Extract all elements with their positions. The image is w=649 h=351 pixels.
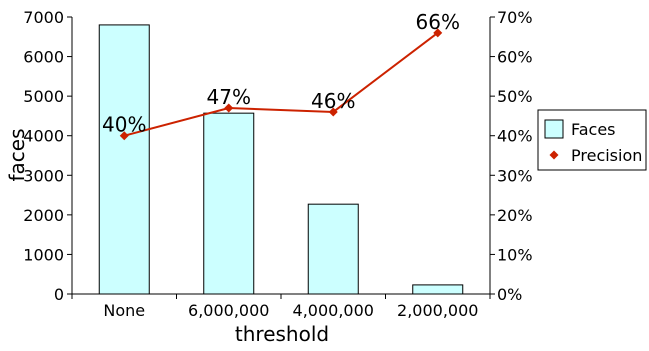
y2-tick-label-0: 0%	[497, 285, 522, 304]
y-tick-label-3: 3000	[23, 166, 64, 185]
x-axis-title: threshold	[235, 322, 329, 346]
y2-tick-label-6: 60%	[497, 48, 533, 67]
legend-swatch-faces	[544, 119, 564, 139]
precision-label-2: 47%	[207, 85, 251, 109]
y-tick-label-2: 2000	[23, 206, 64, 225]
precision-point-4	[433, 28, 443, 38]
x-tick-label-4: 2,000,000	[397, 301, 478, 320]
y2-tick-label-3: 30%	[497, 166, 533, 185]
bar-3	[307, 203, 359, 295]
y-tick-label-0: 0	[54, 285, 64, 304]
bar-2	[203, 112, 255, 295]
y2-tick-label-4: 40%	[497, 127, 533, 146]
precision-line	[123, 32, 439, 137]
legend-marker-precision	[549, 150, 559, 160]
x-tick-label-3: 4,000,000	[293, 301, 374, 320]
bar-4	[412, 284, 464, 295]
y-tick-label-6: 6000	[23, 48, 64, 67]
y-tick-label-1: 1000	[23, 245, 64, 264]
y2-tick-label-2: 20%	[497, 206, 533, 225]
y-tick-label-4: 4000	[23, 127, 64, 146]
precision-label-4: 66%	[416, 10, 460, 34]
precision-point-1	[119, 131, 129, 141]
x-tick-label-2: 6,000,000	[188, 301, 269, 320]
legend-label-precision: Precision	[571, 146, 642, 165]
y2-tick-label-1: 10%	[497, 245, 533, 264]
precision-label-1: 40%	[102, 113, 146, 137]
precision-point-2	[224, 103, 234, 113]
y-tick-label-5: 5000	[23, 87, 64, 106]
y2-tick-label-5: 50%	[497, 87, 533, 106]
legend-label-faces: Faces	[571, 120, 616, 139]
bar-1	[98, 24, 150, 295]
y2-tick-label-7: 70%	[497, 8, 533, 27]
precision-label-3: 46%	[311, 89, 355, 113]
x-tick-label-1: None	[103, 301, 145, 320]
y-tick-label-7: 7000	[23, 8, 64, 27]
y-axis-title: faces	[5, 128, 29, 181]
precision-point-3	[328, 107, 338, 117]
